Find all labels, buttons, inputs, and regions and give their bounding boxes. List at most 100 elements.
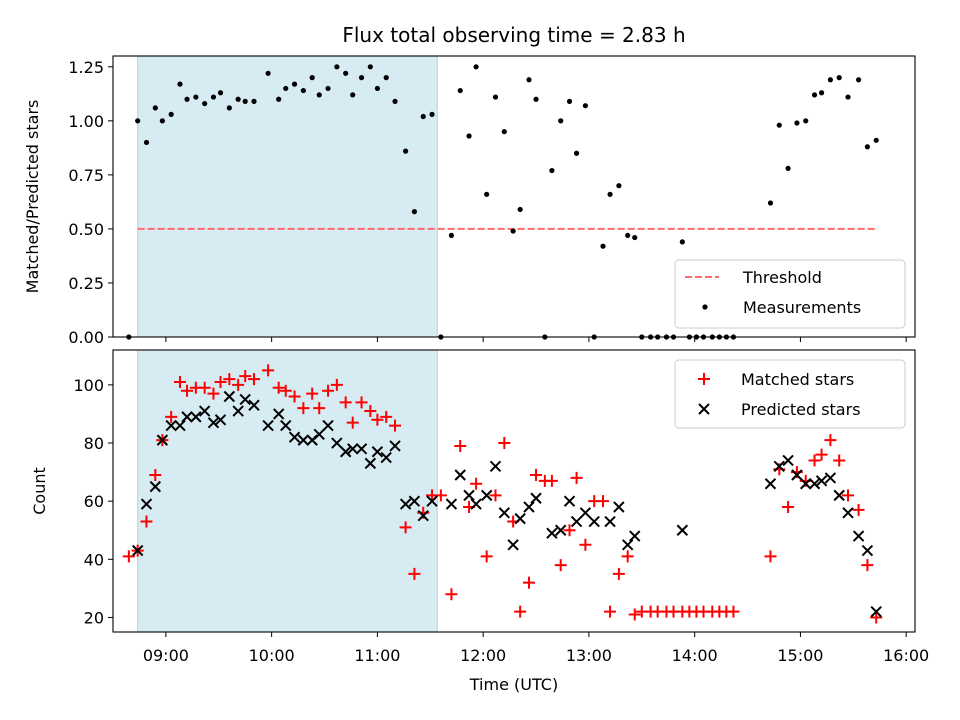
legend-matched-label: Matched stars: [741, 370, 854, 389]
matched-star-point: [330, 378, 343, 391]
matched-star-point: [399, 521, 412, 534]
measurement-point: [202, 100, 208, 107]
predicted-star-point: [870, 605, 882, 618]
matched-star-point: [306, 387, 319, 400]
x-tick-label: 12:00: [460, 646, 506, 665]
legend-threshold-label: Threshold: [742, 268, 822, 287]
predicted-star-point: [480, 489, 493, 502]
measurement-point: [827, 77, 833, 83]
predicted-star-point: [833, 489, 845, 502]
measurement-point: [350, 92, 356, 98]
predicted-star-point: [579, 507, 592, 519]
measurement-point: [334, 64, 340, 70]
measurement-point: [392, 98, 398, 104]
measurement-point: [420, 113, 426, 120]
matched-star-point: [489, 489, 502, 502]
matched-star-point: [248, 373, 261, 386]
matched-star-point: [288, 390, 301, 403]
measurement-point: [276, 96, 282, 102]
matched-star-point: [272, 381, 285, 394]
measurement-point: [374, 85, 380, 92]
matched-star-point: [545, 474, 558, 487]
measurement-point: [510, 228, 516, 234]
measurement-point: [448, 232, 455, 239]
measurement-point: [803, 118, 809, 124]
measurement-point: [152, 105, 158, 111]
matched-star-point: [322, 384, 335, 397]
measurement-point: [383, 75, 389, 81]
predicted-star-point: [764, 478, 777, 490]
matched-star-point: [434, 489, 447, 502]
measurement-point: [492, 94, 499, 100]
measurement-point: [242, 98, 248, 104]
matched-star-point: [207, 387, 220, 400]
matched-star-point: [764, 550, 777, 563]
predicted-star-point: [808, 478, 821, 490]
measurement-point: [457, 87, 463, 94]
measurement-point: [533, 96, 539, 102]
matched-star-point: [445, 588, 458, 601]
predicted-star-point: [588, 515, 600, 528]
matched-star-point: [808, 454, 821, 467]
predicted-star-point: [604, 515, 616, 528]
matched-star-point: [514, 605, 527, 618]
measurement-point: [501, 129, 507, 135]
predicted-star-point: [514, 512, 526, 525]
top-panel: 0.00 0.25 0.50 0.75 1.00 1.25 Matched/Predict…: [23, 55, 916, 347]
measurement-point: [358, 75, 365, 81]
matched-star-point: [628, 608, 641, 621]
bottom-y-tick-label: 60: [84, 492, 104, 511]
top-legend: Threshold Measurements: [674, 259, 906, 329]
predicted-star-point: [297, 434, 310, 446]
measurement-point: [210, 94, 217, 100]
measurement-point: [484, 191, 490, 197]
matched-star-point: [727, 605, 740, 618]
predicted-star-point: [463, 489, 475, 502]
matched-star-point: [522, 576, 535, 589]
top-y-tick-label: 0.25: [68, 274, 104, 293]
predicted-star-point: [131, 544, 144, 557]
predicted-star-point: [239, 393, 251, 406]
measurement-point: [600, 243, 606, 249]
predicted-star-point: [355, 443, 368, 455]
measurement-point: [836, 75, 842, 81]
predicted-star-point: [815, 475, 828, 487]
predicted-star-point: [156, 434, 169, 446]
predicted-star-point: [232, 405, 244, 417]
matched-star-point: [408, 567, 421, 580]
matched-star-point: [563, 524, 576, 537]
predicted-star-point: [570, 515, 583, 528]
predicted-star-point: [852, 530, 865, 542]
matched-star-point: [530, 469, 543, 482]
predicted-star-point: [214, 414, 227, 426]
matched-star-point: [842, 489, 855, 502]
predicted-star-point: [371, 446, 384, 458]
matched-star-point: [198, 381, 211, 394]
predicted-star-point: [489, 460, 502, 472]
x-tick-label: 10:00: [249, 646, 295, 665]
measurement-point: [566, 98, 573, 104]
predicted-star-point: [313, 428, 325, 441]
matched-star-point: [389, 419, 402, 432]
matched-star-point: [579, 538, 592, 551]
measurement-point: [679, 239, 685, 245]
legend-measurements-label: Measurements: [743, 298, 861, 317]
x-tick-label: 14:00: [672, 646, 718, 665]
x-tick-label: 11:00: [354, 646, 400, 665]
matched-star-point: [454, 439, 467, 452]
matched-star-point: [782, 500, 795, 513]
predicted-star-point: [546, 527, 558, 539]
matched-star-point: [570, 471, 583, 484]
measurement-point: [776, 122, 782, 128]
bottom-plot-layer: [122, 364, 883, 624]
measurement-point: [517, 206, 523, 213]
bottom-x-ticks: 09:00 10:00 11:00 12:00 13:00 14:00 15:00 16:00: [143, 632, 929, 665]
predicted-star-point: [613, 501, 625, 513]
x-tick-label: 09:00: [143, 646, 189, 665]
matched-star-point: [554, 559, 567, 572]
predicted-star-point: [272, 408, 285, 420]
measurement-point: [300, 87, 306, 94]
measurement-point: [265, 70, 271, 76]
measurement-point: [159, 118, 165, 124]
predicted-star-point: [347, 443, 359, 455]
